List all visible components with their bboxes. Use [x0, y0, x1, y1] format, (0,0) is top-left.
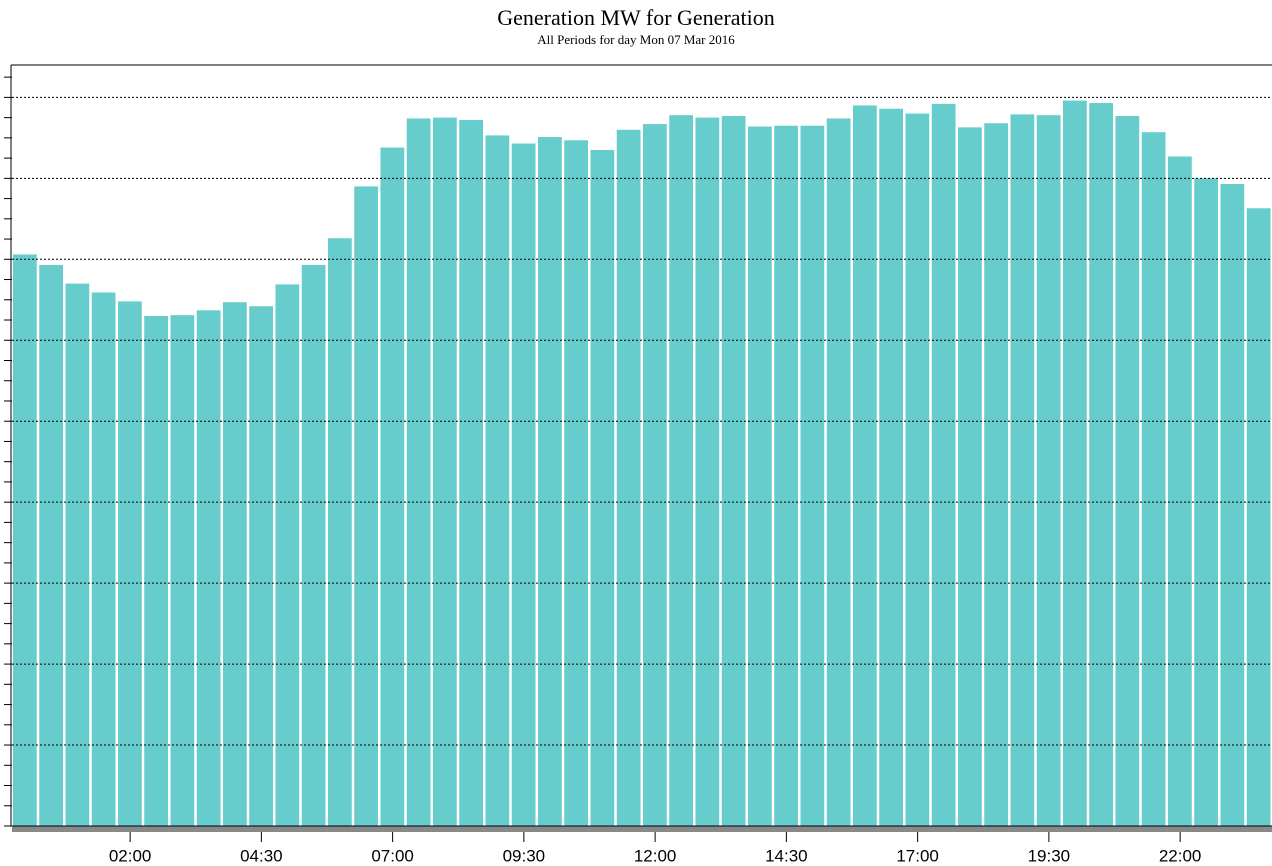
bar: [433, 117, 457, 827]
bar: [144, 315, 168, 826]
bar: [590, 150, 615, 827]
bar: [459, 120, 483, 826]
x-tick-label: 12:00: [634, 846, 677, 865]
x-tick-label: 02:00: [109, 846, 152, 865]
bar: [380, 147, 405, 826]
bar: [354, 186, 378, 827]
bar: [1246, 208, 1271, 826]
bar: [669, 115, 693, 827]
bar: [1141, 132, 1166, 826]
x-tick-label: 17:00: [896, 846, 939, 865]
chart-title: Generation MW for Generation: [497, 5, 775, 30]
x-tick-label: 19:30: [1028, 846, 1071, 865]
bar: [853, 105, 877, 827]
bar: [1220, 184, 1245, 826]
bar: [249, 306, 273, 827]
bar: [538, 137, 562, 826]
bar: [485, 135, 510, 826]
bar: [616, 129, 641, 826]
chart-subtitle: All Periods for day Mon 07 Mar 2016: [537, 32, 735, 47]
bar: [511, 143, 536, 827]
bar: [301, 264, 326, 826]
bar: [13, 254, 37, 826]
bar: [564, 140, 588, 827]
bar: [879, 108, 903, 826]
bar: [406, 118, 431, 827]
x-tick-label: 04:30: [240, 846, 283, 865]
x-tick-label: 09:30: [503, 846, 546, 865]
bar: [748, 126, 772, 827]
bar: [695, 117, 720, 827]
bar: [643, 124, 667, 826]
x-tick-label: 22:00: [1159, 846, 1202, 865]
bar: [39, 264, 63, 826]
x-tick-label: 07:00: [371, 846, 414, 865]
bar: [170, 315, 195, 826]
bar: [826, 118, 851, 827]
bar: [774, 125, 798, 827]
bar: [1089, 103, 1113, 827]
bar: [1115, 116, 1140, 827]
bar: [328, 238, 352, 827]
bar: [931, 103, 956, 827]
bar: [196, 310, 221, 827]
bar: [1168, 156, 1192, 826]
bar: [1010, 114, 1035, 827]
bar: [118, 301, 142, 826]
bar: [223, 302, 247, 826]
axis-shadow: [12, 826, 1272, 832]
bar: [1036, 115, 1061, 827]
bar: [91, 292, 116, 826]
bar: [65, 283, 90, 827]
bar: [800, 125, 825, 827]
bar: [958, 127, 982, 827]
x-tick-label: 14:30: [765, 846, 808, 865]
bar: [1063, 100, 1087, 826]
bar: [275, 284, 300, 827]
bar: [905, 113, 930, 827]
bar: [721, 116, 746, 827]
bar: [984, 123, 1008, 826]
